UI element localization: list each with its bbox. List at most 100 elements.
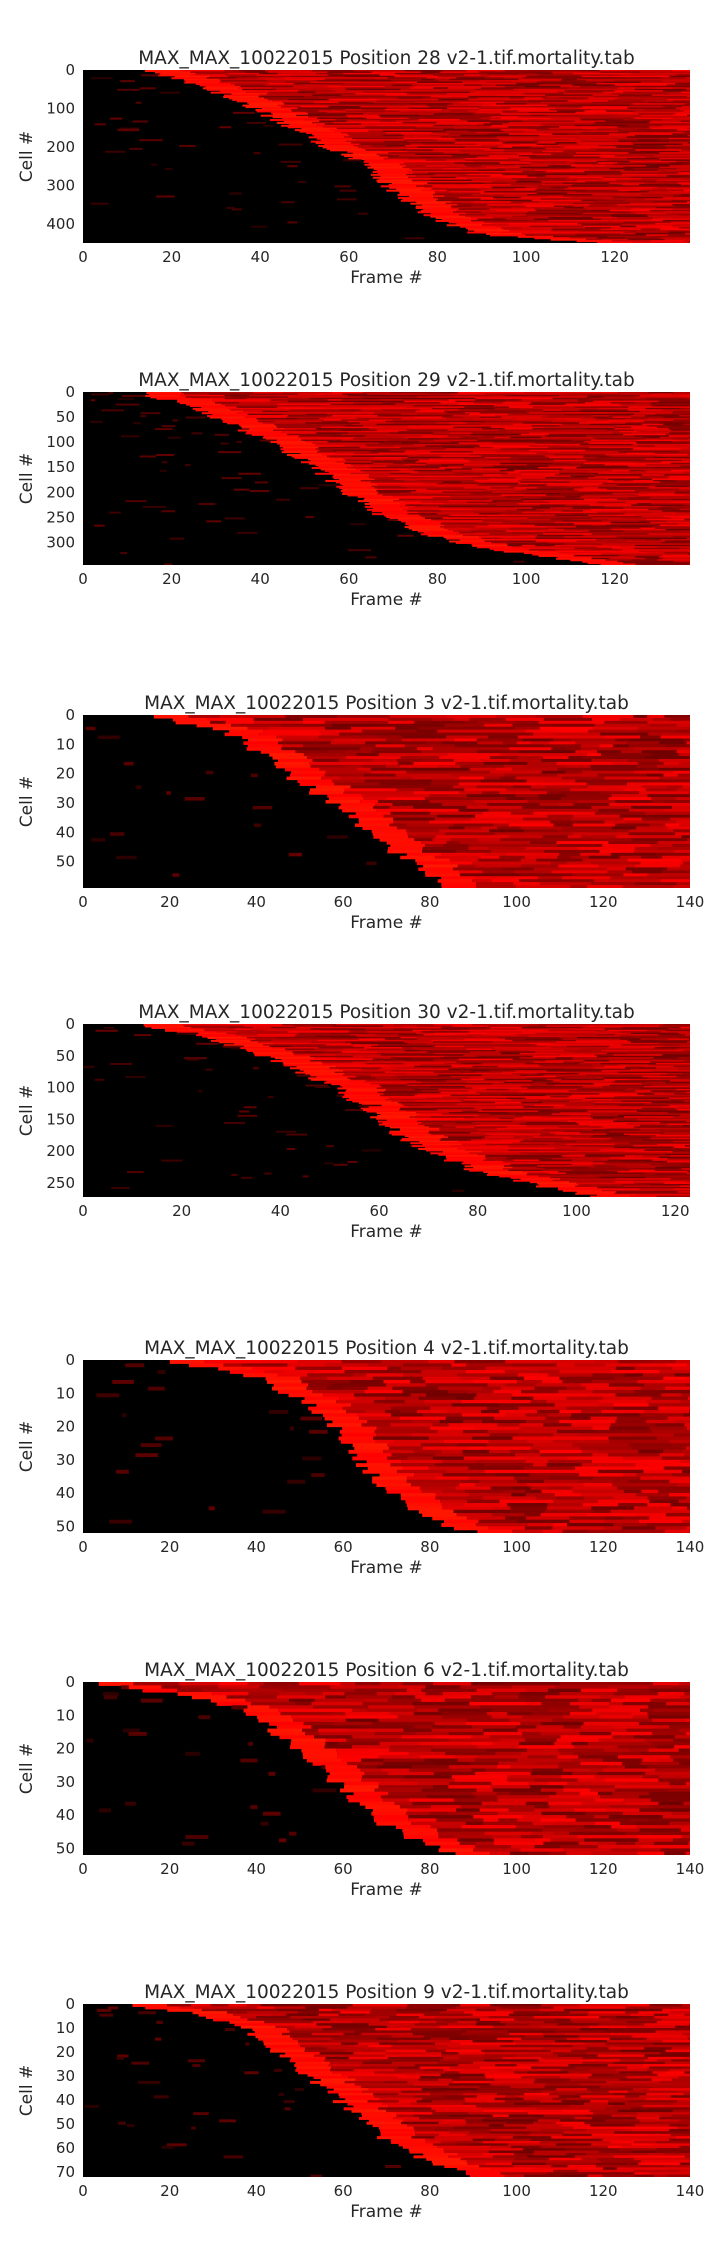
heatmap-cell [496,78,520,81]
heatmap-cell [598,1403,615,1408]
heatmap-cell [496,103,527,106]
heatmap-cell [471,219,510,222]
heatmap-cell [481,211,529,214]
heatmap-cell [300,1376,328,1381]
heatmap-cell [673,100,690,103]
heatmap-cell [443,503,489,506]
heatmap-cell [103,1026,115,1029]
heatmap-cell [659,166,690,169]
heatmap-cell [269,1045,292,1048]
heatmap-cell [164,1028,205,1031]
heatmap-cell [532,152,577,155]
heatmap-cell [241,1035,296,1038]
heatmap-cell [253,823,262,828]
heatmap-cell [571,1119,618,1122]
heatmap-cell [558,1171,618,1174]
heatmap-cell [587,129,639,132]
heatmap-cell [555,527,611,530]
heatmap-cell [433,113,474,116]
heatmap-cell [569,481,609,484]
heatmap-cell [674,113,690,116]
heatmap-cell [536,508,592,511]
heatmap-cell [451,1363,467,1368]
heatmap-cell [316,124,352,127]
heatmap-cell [183,78,220,81]
heatmap-cell [628,1443,673,1448]
heatmap-cell [461,1078,485,1081]
heatmap-cell [625,1067,657,1070]
heatmap-cell [421,423,452,426]
heatmap-cell [406,1479,462,1484]
heatmap-cell [677,523,690,526]
heatmap-cell [586,186,635,189]
heatmap-cell [579,1132,605,1135]
heatmap-cell [566,160,598,163]
heatmap-cell [434,855,482,860]
heatmap-cell [336,1094,345,1097]
heatmap-cell [447,104,468,107]
heatmap-cell [606,1052,628,1055]
heatmap-cell [331,392,364,395]
heatmap-cell [672,1150,690,1153]
heatmap-cell [488,1025,528,1028]
heatmap-cell [512,1142,556,1145]
heatmap-cell [558,88,595,91]
heatmap-cell [417,511,475,514]
heatmap-cell [556,1363,575,1368]
heatmap-cell [686,397,690,400]
heatmap-cell [648,392,674,395]
heatmap-cell [464,720,479,725]
heatmap-cell [589,147,634,150]
heatmap-cell [308,87,346,90]
heatmap-cell [480,74,539,77]
heatmap-cell [471,530,507,533]
heatmap-cell [663,423,684,426]
heatmap-cell [374,1429,415,1434]
heatmap-cell [582,1081,614,1084]
heatmap-cell [673,1192,690,1195]
heatmap-cell [684,1429,690,1434]
heatmap-cell [366,1031,399,1034]
heatmap-cell [654,527,690,530]
heatmap-cell [401,1403,453,1408]
heatmap-cell [184,393,210,396]
heatmap-cell [284,103,327,106]
heatmap-cell [343,72,396,75]
heatmap-cell [425,159,447,162]
heatmap-cell [526,455,546,458]
heatmap-cell [634,490,661,493]
heatmap-cell [323,1064,387,1067]
heatmap-cell [530,87,570,90]
heatmap-cell [554,1142,612,1145]
heatmap-cell [625,867,668,872]
heatmap-cell [377,1114,417,1117]
heatmap-cell [281,117,318,120]
heatmap-cell [188,1363,224,1368]
heatmap-cell [488,459,510,462]
heatmap-cell [431,131,476,135]
heatmap-cell [546,1083,571,1086]
heatmap-cell [614,1376,664,1381]
heatmap-cell [633,143,683,146]
heatmap-cell [539,84,574,87]
heatmap-cell [302,744,330,748]
heatmap-cell [554,1403,599,1408]
heatmap-cell [664,97,690,100]
heatmap-cell [571,1423,612,1428]
heatmap-cell [440,1091,477,1094]
heatmap-cell [238,87,273,90]
heatmap-cell [533,811,577,816]
heatmap-cell [572,1159,609,1162]
heatmap-cell [563,195,621,198]
heatmap-cell [585,227,612,230]
heatmap-cell [161,461,168,464]
heatmap-cell [376,153,416,156]
heatmap-cell [578,1147,632,1151]
heatmap-cell [657,1117,690,1120]
heatmap-cell [474,526,496,529]
heatmap-cell [619,1038,642,1041]
heatmap-cell [672,225,690,228]
heatmap-cell [685,101,690,104]
heatmap-cell [522,1171,559,1174]
heatmap-cell [631,459,683,462]
